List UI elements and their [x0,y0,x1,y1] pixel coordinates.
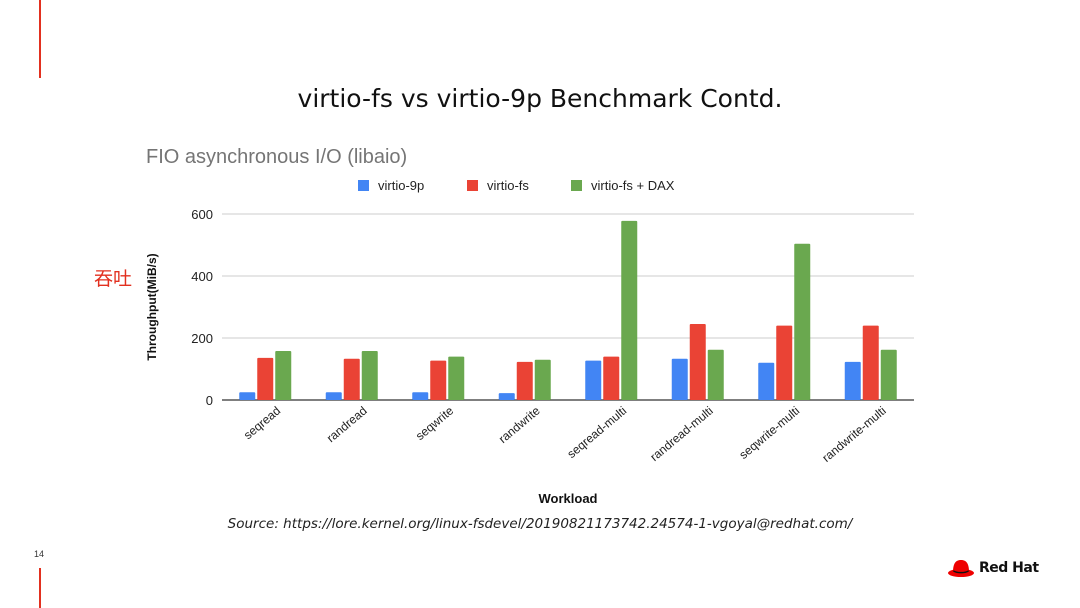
bar [361,351,378,400]
bar [671,358,688,400]
bar [794,243,811,400]
bar [844,361,861,400]
bar [880,349,897,400]
bar [275,351,292,400]
legend-swatch [571,180,582,191]
bar [707,349,724,400]
x-tick-label: seqwrite [413,403,456,443]
red-hat-icon [948,560,974,577]
legend-swatch [467,180,478,191]
y-tick-label: 600 [191,207,213,222]
bar [585,360,602,400]
bar [862,325,879,400]
bar [498,393,515,400]
chart-title: FIO asynchronous I/O (libaio) [146,146,407,168]
x-tick-label: seqread [241,404,283,443]
bar [603,356,620,400]
y-tick-label: 400 [191,269,213,284]
bar [758,362,775,400]
accent-line-bottom [39,568,41,608]
accent-line-top [39,0,41,78]
brand-label: Red Hat [979,560,1039,576]
x-axis-label: Workload [539,491,598,506]
bar [257,357,274,400]
page-number: 14 [34,549,45,559]
bar [325,392,342,400]
bar [448,356,465,400]
x-tick-label: randread [324,404,370,446]
x-tick-label: randwrite [496,403,543,446]
bar [430,360,447,400]
bar [516,361,533,400]
y-tick-label: 200 [191,331,213,346]
bar [776,325,793,400]
red-hat-logo: Red Hat [947,557,1039,579]
bar [239,392,256,400]
legend-label: virtio-9p [378,178,424,193]
source-citation: Source: https://lore.kernel.org/linux-fs… [227,516,853,532]
legend-swatch [358,180,369,191]
annotation-label: 吞吐 [94,268,133,290]
y-tick-label: 0 [206,393,213,408]
bar [343,358,360,400]
bar [534,359,551,400]
y-axis-label: Throughput(MiB/s) [145,253,159,360]
x-tick-label: randread-multi [647,404,715,464]
bar [689,324,706,400]
bar [621,220,638,400]
legend-label: virtio-fs + DAX [591,178,675,193]
x-tick-label: seqwrite-multi [736,404,802,462]
slide-title: virtio-fs vs virtio-9p Benchmark Contd. [297,84,783,113]
legend-label: virtio-fs [487,178,529,193]
x-tick-label: randwrite-multi [819,404,888,465]
x-tick-label: seqread-multi [564,404,629,461]
bar [412,392,429,400]
